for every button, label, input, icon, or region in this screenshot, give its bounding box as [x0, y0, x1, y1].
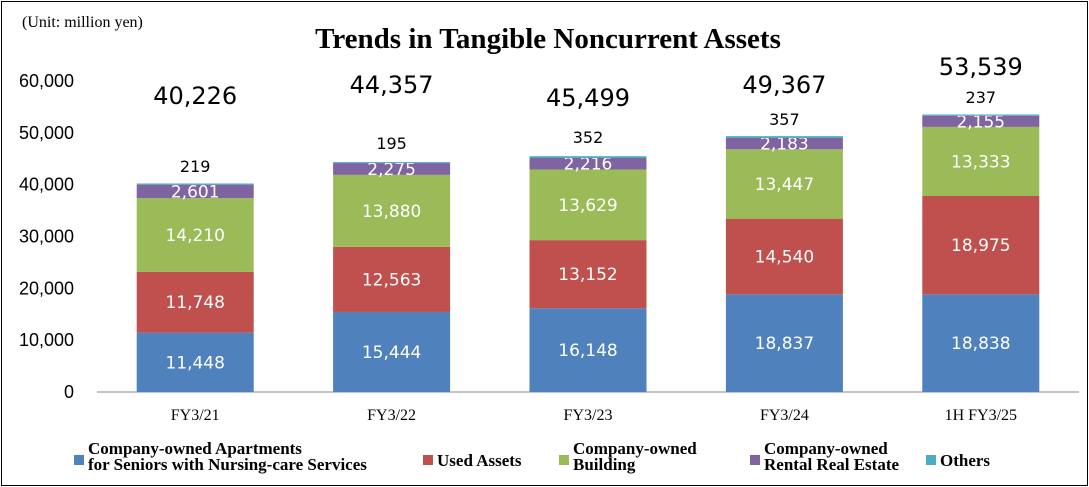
y-tick-label: 10,000	[19, 330, 74, 350]
bar-segment	[922, 126, 1040, 197]
bar-segment	[136, 332, 254, 392]
bar-segment	[136, 198, 254, 272]
bar-segment	[529, 156, 647, 158]
bar-segment	[725, 294, 843, 392]
data-label: 11,748	[165, 293, 224, 313]
data-label: 2,601	[171, 182, 220, 202]
y-tick-label: 40,000	[19, 175, 74, 195]
x-tick-label: FY3/24	[760, 407, 809, 424]
bar-stack: 16,148 13,152 13,629 2,216 352 45,499	[529, 84, 647, 392]
data-label: 237	[966, 88, 997, 107]
data-label: 13,629	[558, 196, 617, 216]
axes: 0 10,000 20,000 30,000 40,000 50,000 60,000 FY3…	[19, 71, 1079, 424]
bar-stack: 15,444 12,563 13,880 2,275 195 44,357	[333, 71, 451, 392]
legend-item: Others	[926, 451, 990, 470]
bar-segment	[333, 163, 451, 175]
bar-segment	[333, 174, 451, 247]
bar-segment	[136, 271, 254, 333]
data-label: 195	[376, 134, 407, 153]
data-label: 13,333	[951, 152, 1010, 172]
data-label: 352	[573, 128, 604, 147]
x-tick-label: 1H FY3/25	[945, 407, 1017, 424]
bar-segment	[333, 311, 451, 392]
bar-stack: 18,837 14,540 13,447 2,183 357 49,367	[725, 71, 843, 392]
data-label: 2,183	[760, 135, 809, 155]
data-label: 14,540	[755, 248, 814, 268]
bars: 11,448 11,748 14,210 2,601 219 40,226 15,444 12…	[136, 53, 1040, 392]
x-tick-label: FY3/23	[564, 407, 613, 424]
legend-swatch	[926, 455, 936, 465]
bar-segment	[922, 196, 1040, 295]
bar-segment	[922, 294, 1040, 392]
data-label: 18,838	[951, 334, 1010, 354]
x-tick-label: FY3/21	[171, 407, 220, 424]
data-label: 12,563	[362, 270, 421, 290]
y-tick-label: 60,000	[19, 71, 74, 91]
data-label: 11,448	[165, 353, 224, 373]
chart-title: Trends in Tangible Noncurrent Assets	[315, 23, 781, 55]
data-label: 15,444	[362, 343, 421, 363]
data-label: 2,155	[956, 112, 1005, 132]
bar-segment	[725, 149, 843, 219]
legend-swatch	[74, 455, 84, 465]
bar-segment	[529, 308, 647, 392]
bar-segment	[725, 218, 843, 295]
total-label: 40,226	[153, 82, 237, 110]
data-label: 16,148	[558, 341, 617, 361]
y-tick-label: 30,000	[19, 227, 74, 247]
bar-segment	[922, 115, 1040, 127]
data-label: 18,975	[951, 236, 1010, 256]
unit-note: (Unit: million yen)	[22, 14, 143, 31]
bar-segment	[136, 183, 254, 185]
legend-label: Used Assets	[437, 451, 522, 470]
legend-label: Building	[573, 455, 636, 474]
x-tick-label: FY3/22	[367, 407, 416, 424]
y-tick-label: 0	[64, 382, 74, 402]
bar-stack: 11,448 11,748 14,210 2,601 219 40,226	[136, 82, 254, 392]
bar-segment	[136, 184, 254, 199]
data-label: 14,210	[165, 226, 224, 246]
data-label: 13,447	[755, 175, 814, 195]
legend-label: Others	[940, 451, 990, 470]
total-label: 45,499	[546, 84, 630, 112]
legend-label: Rental Real Estate	[764, 455, 899, 474]
data-label: 18,837	[755, 334, 814, 354]
legend-label: Company-owned	[573, 439, 697, 458]
bar-segment	[922, 114, 1040, 116]
legend-swatch	[423, 455, 433, 465]
total-label: 49,367	[742, 71, 826, 99]
total-label: 53,539	[939, 53, 1023, 81]
data-label: 2,275	[367, 160, 416, 180]
legend-label: Company-owned	[764, 439, 888, 458]
bar-segment	[529, 240, 647, 309]
data-label: 13,880	[362, 202, 421, 222]
bar-segment	[333, 246, 451, 312]
legend-label: Company-owned Apartments	[88, 439, 302, 458]
data-label: 357	[769, 110, 800, 129]
data-label: 219	[180, 157, 211, 176]
data-label: 13,152	[558, 265, 617, 285]
total-label: 44,357	[350, 71, 434, 99]
bar-segment	[529, 157, 647, 170]
bar-segment	[725, 137, 843, 150]
bar-segment	[333, 162, 451, 164]
legend-item: Used Assets	[423, 451, 522, 470]
bar-segment	[725, 136, 843, 138]
legend-label: for Seniors with Nursing-care Services	[88, 455, 367, 474]
legend-swatch	[559, 455, 569, 465]
y-tick-label: 20,000	[19, 278, 74, 298]
legend-swatch	[750, 455, 760, 465]
bar-stack: 18,838 18,975 13,333 2,155 237 53,539	[922, 53, 1040, 392]
data-label: 2,216	[564, 155, 613, 175]
y-tick-label: 50,000	[19, 123, 74, 143]
bar-segment	[529, 169, 647, 241]
